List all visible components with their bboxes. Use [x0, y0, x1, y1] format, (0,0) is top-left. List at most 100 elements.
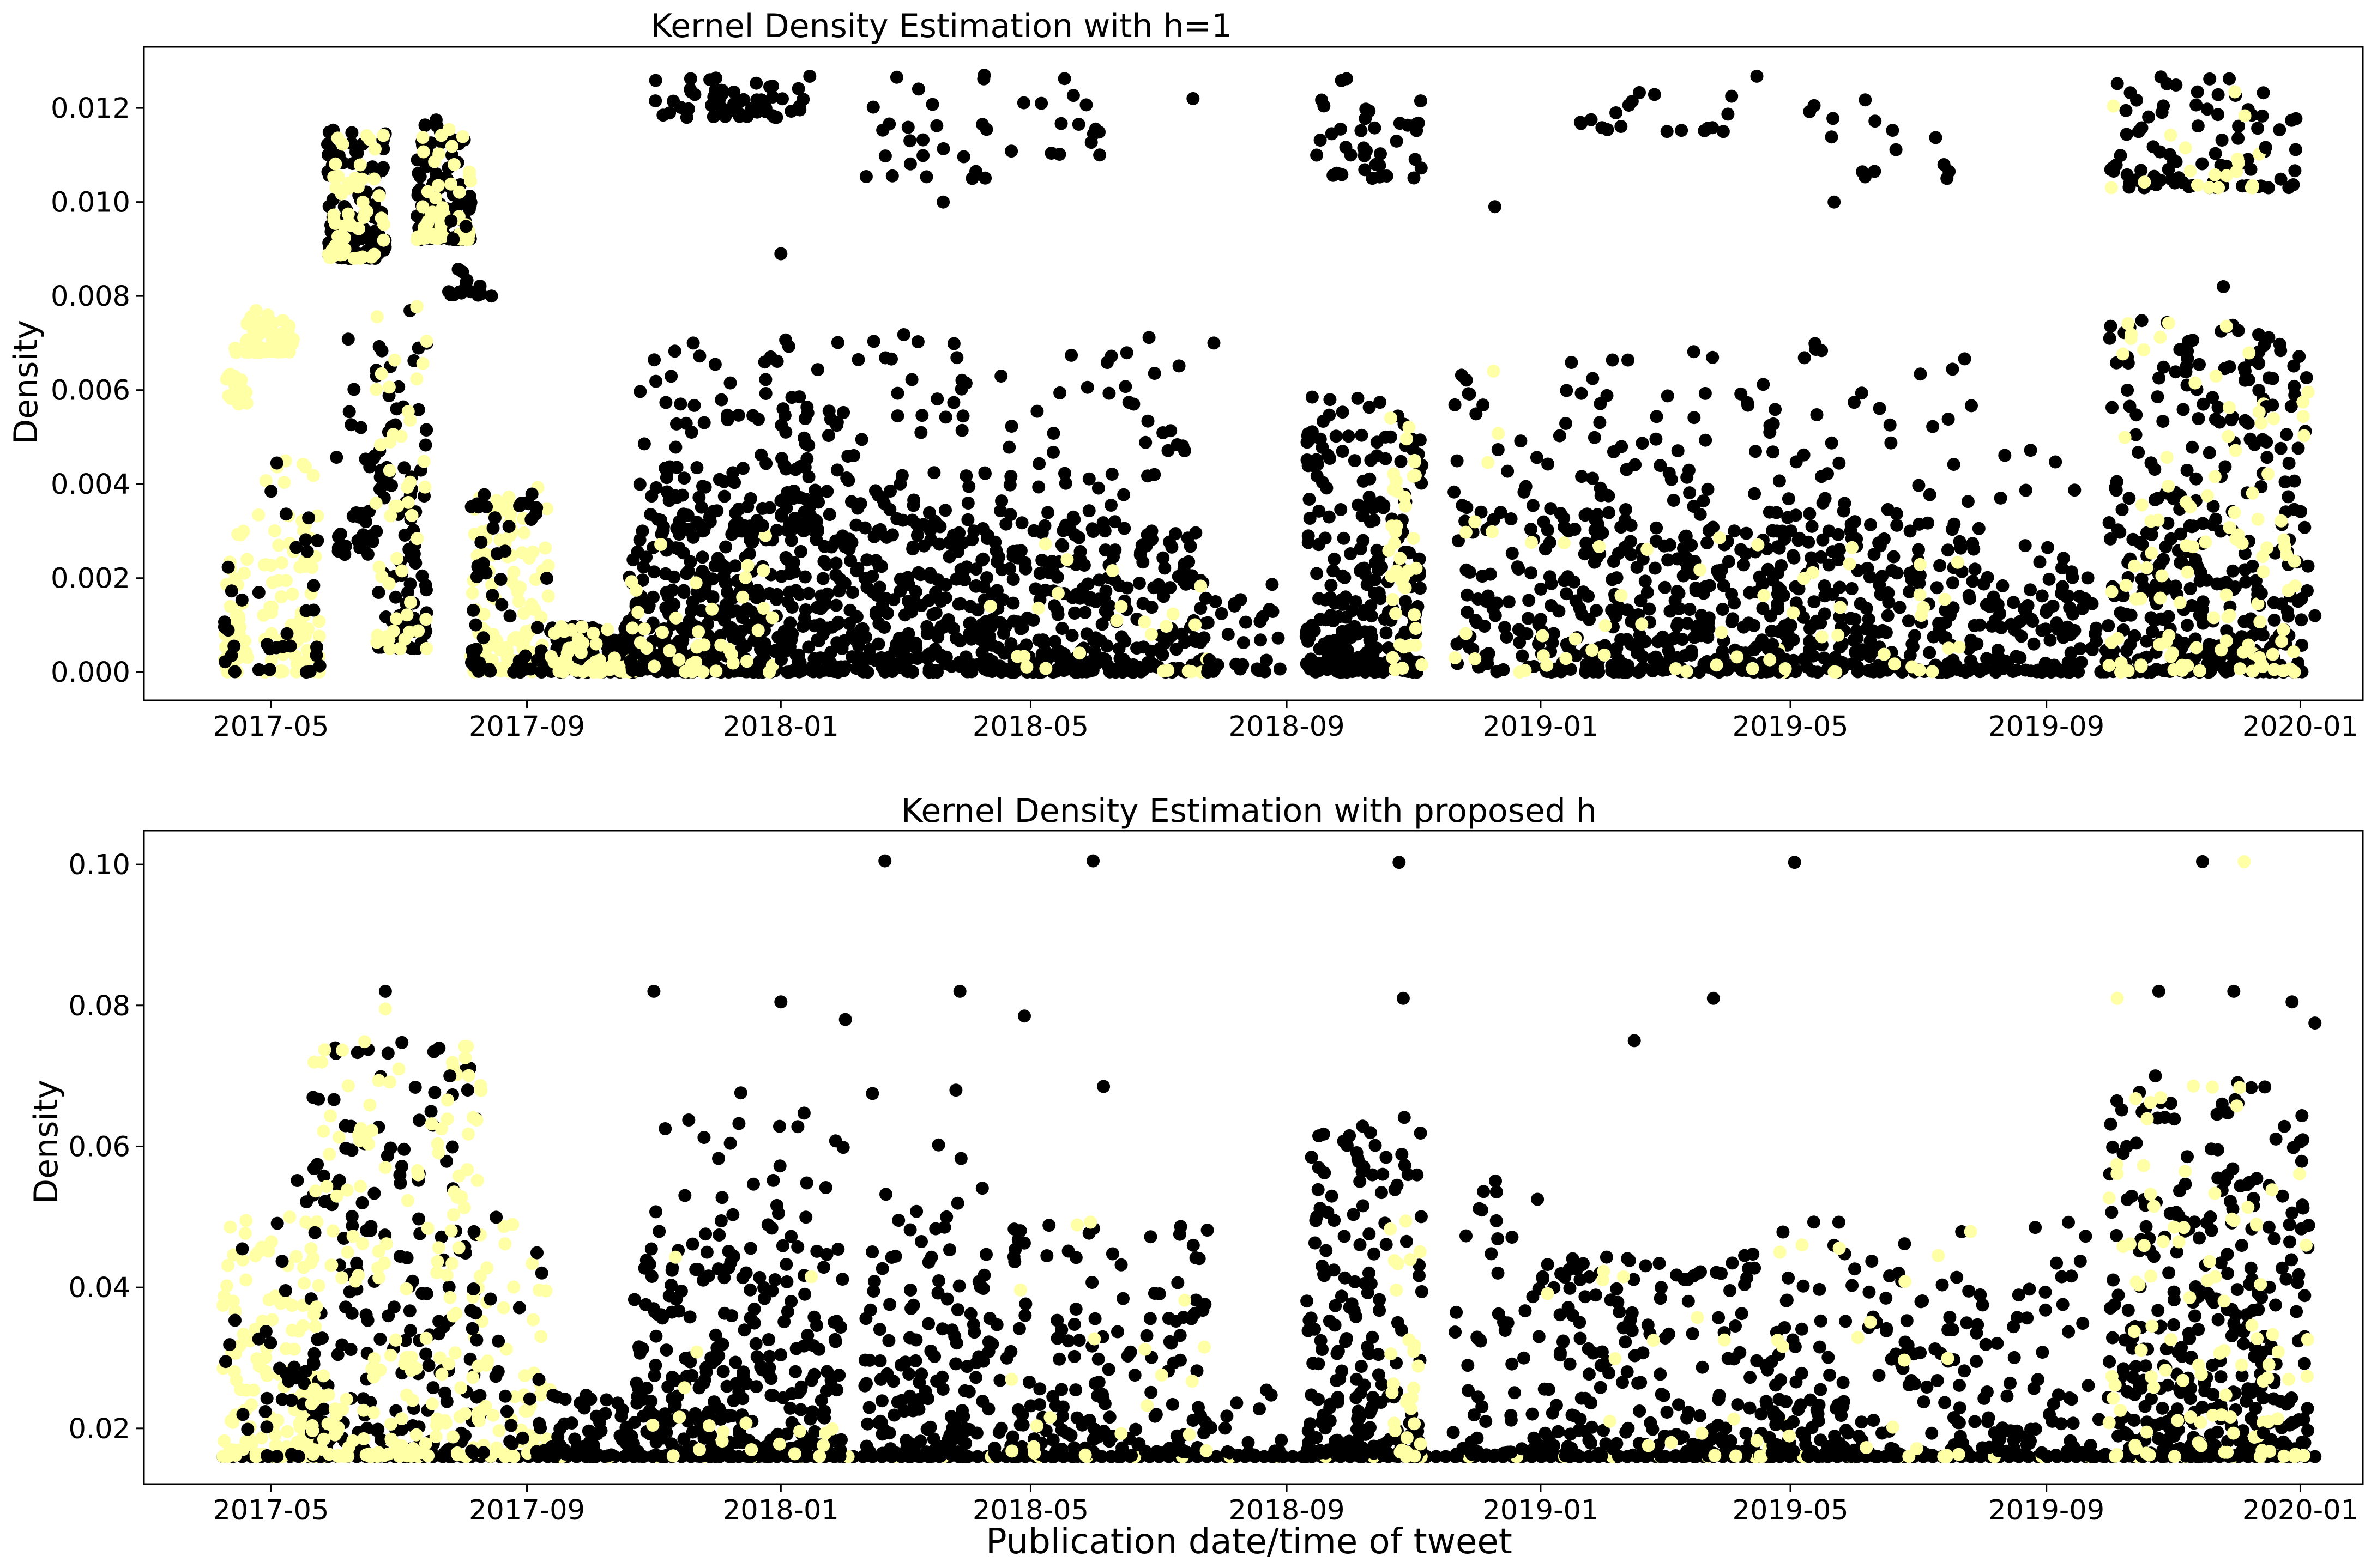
data-point — [486, 589, 499, 602]
data-point — [1598, 619, 1612, 632]
data-point — [2220, 169, 2233, 183]
data-point — [952, 656, 966, 669]
data-point — [2105, 401, 2119, 414]
data-point — [221, 1258, 235, 1272]
data-point — [1250, 662, 1264, 676]
data-point — [1618, 513, 1632, 527]
data-point — [1960, 663, 1974, 676]
data-point — [2228, 506, 2241, 519]
data-point — [261, 638, 274, 651]
data-point — [1041, 506, 1055, 519]
data-point — [2162, 610, 2175, 623]
data-point — [1643, 602, 1656, 616]
data-point — [1690, 620, 1704, 633]
data-point — [419, 613, 433, 626]
data-point — [1751, 538, 1765, 552]
data-point — [781, 595, 795, 609]
data-point — [1687, 345, 1700, 359]
data-point — [1060, 553, 1074, 566]
data-point — [2041, 541, 2054, 554]
data-point — [1119, 380, 1132, 393]
data-point — [2153, 591, 2167, 605]
data-point — [2116, 609, 2130, 622]
data-point — [231, 528, 245, 541]
data-point — [710, 504, 724, 518]
data-point — [1301, 536, 1315, 549]
data-point — [1475, 570, 1489, 583]
data-point — [2203, 72, 2217, 86]
data-point — [2245, 181, 2258, 194]
data-point — [2164, 128, 2177, 142]
data-point — [2254, 416, 2268, 430]
data-point — [1913, 517, 1926, 531]
data-point — [390, 552, 403, 565]
data-point — [554, 660, 568, 674]
data-point — [737, 462, 750, 475]
data-point — [1579, 658, 1593, 671]
data-point — [1032, 633, 1046, 647]
data-point — [659, 396, 673, 409]
data-point — [2231, 152, 2245, 166]
data-point — [2024, 664, 2038, 678]
data-point — [1039, 583, 1052, 597]
data-point — [225, 584, 238, 598]
data-point — [1903, 649, 1917, 662]
panel-h1-plot-area: 2017-05 2017-09 2018-01 2018-05 2018-09 2019-… — [51, 46, 2364, 743]
data-point — [2176, 403, 2190, 416]
data-point — [1859, 93, 1872, 107]
data-point — [395, 564, 409, 578]
data-point — [824, 645, 838, 659]
data-point — [1728, 524, 1741, 538]
data-point — [2085, 597, 2099, 610]
data-point — [466, 586, 479, 600]
data-point — [1522, 594, 1536, 607]
data-point — [1620, 463, 1633, 476]
data-point — [1049, 664, 1063, 678]
data-point — [428, 1086, 442, 1099]
data-point — [1003, 562, 1017, 576]
data-point — [1602, 506, 1616, 519]
data-point — [2019, 605, 2032, 619]
data-point — [966, 172, 979, 185]
data-point — [313, 659, 327, 673]
data-point — [1946, 653, 1960, 667]
data-point — [1757, 378, 1770, 391]
data-point — [1687, 411, 1701, 425]
data-point — [1039, 537, 1052, 551]
data-point — [2174, 527, 2187, 541]
data-point — [1373, 396, 1387, 409]
data-point — [1488, 609, 1502, 622]
data-point — [1324, 579, 1338, 592]
data-point — [1019, 638, 1033, 652]
data-point — [891, 409, 904, 423]
data-point — [381, 1046, 395, 1060]
data-point — [1710, 658, 1723, 672]
data-point — [2278, 475, 2292, 489]
data-point — [636, 524, 649, 538]
data-point — [990, 544, 1003, 558]
data-point — [1486, 525, 1499, 538]
data-point — [574, 646, 588, 659]
data-point — [370, 525, 383, 538]
data-point — [1335, 659, 1349, 673]
data-point — [1103, 665, 1117, 679]
data-point — [1186, 92, 1200, 105]
data-point — [696, 665, 709, 679]
data-point — [1497, 663, 1510, 676]
data-point — [575, 620, 589, 634]
data-point — [837, 405, 850, 419]
data-point — [279, 1342, 293, 1355]
data-point — [1882, 596, 1896, 609]
data-point — [1547, 627, 1560, 640]
data-point — [1312, 656, 1326, 670]
data-point — [1505, 547, 1519, 560]
data-point — [1699, 433, 1712, 447]
data-point — [1764, 609, 1777, 623]
data-point — [2294, 505, 2308, 518]
data-point — [2035, 623, 2049, 637]
data-point — [377, 129, 390, 142]
data-point — [1318, 531, 1332, 545]
data-point — [2064, 646, 2078, 660]
data-point — [1058, 467, 1071, 480]
data-point — [2195, 612, 2209, 626]
